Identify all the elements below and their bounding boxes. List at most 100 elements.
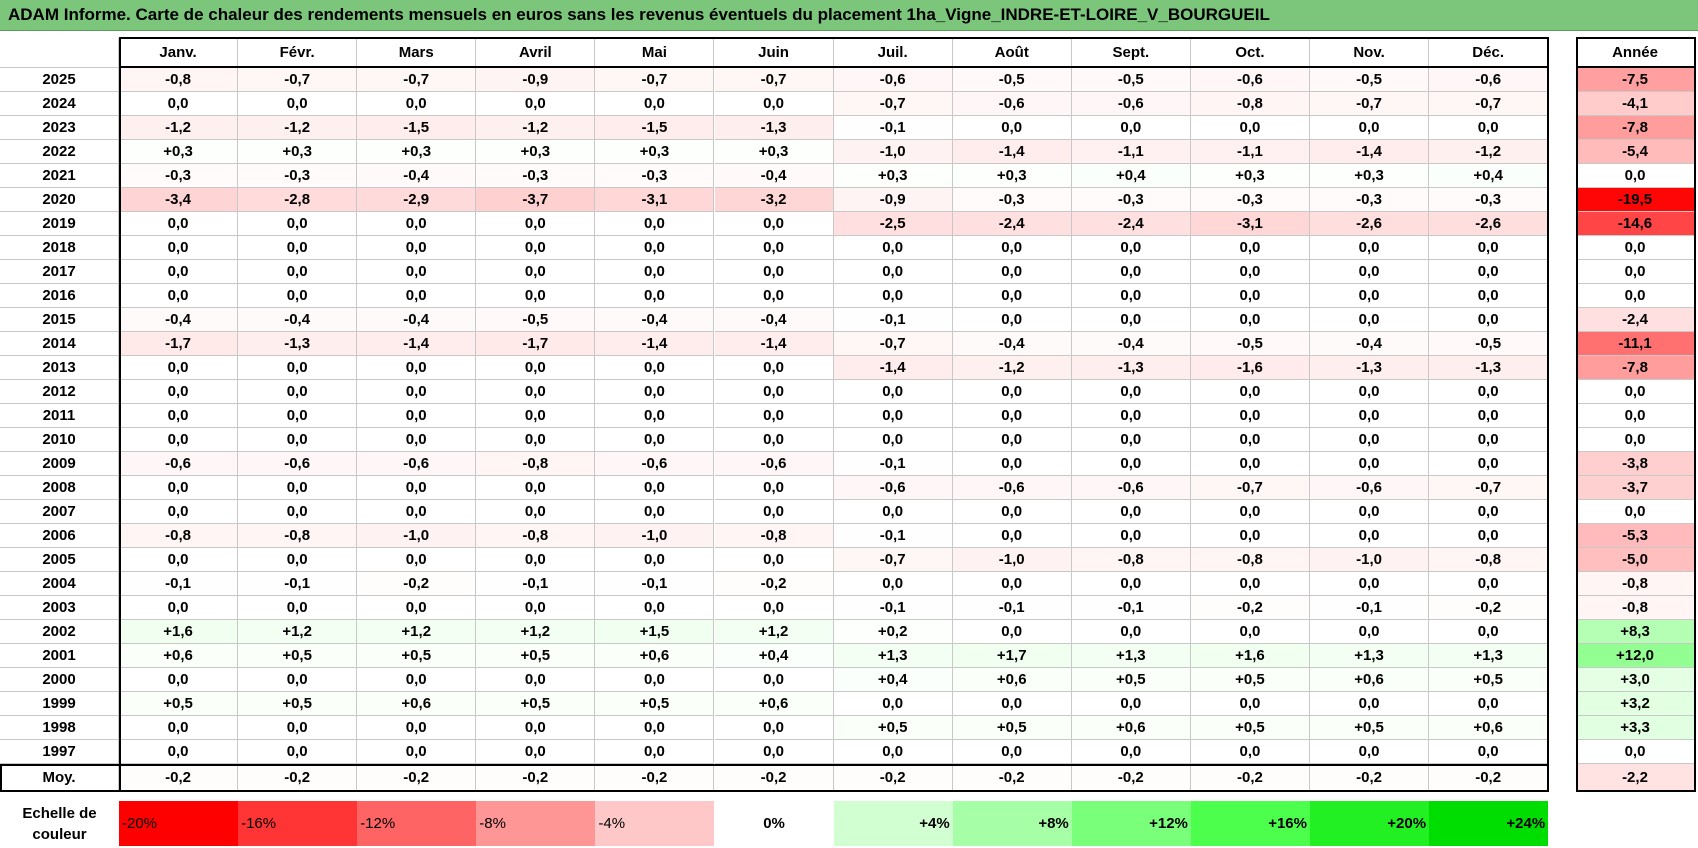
row-total: 0,0 xyxy=(1576,164,1695,188)
row-label: 2013 xyxy=(0,356,119,380)
month-header: Juil. xyxy=(833,38,953,68)
row-cell: 0,0 xyxy=(1429,572,1549,596)
row-cell: -0,4 xyxy=(357,308,477,332)
average-cell: -0,2 xyxy=(1310,764,1430,791)
row-total: -3,7 xyxy=(1576,476,1695,500)
row-cell: 0,0 xyxy=(476,596,596,620)
row-cell: -0,8 xyxy=(476,452,596,476)
row-cell: -0,4 xyxy=(238,308,358,332)
row-cell: +0,5 xyxy=(833,716,953,740)
row-cell: 0,0 xyxy=(238,212,358,236)
row-cell: +1,2 xyxy=(476,620,596,644)
row-cell: +0,5 xyxy=(1071,668,1191,692)
row-cell: -0,4 xyxy=(714,164,834,188)
row-cell: -1,4 xyxy=(952,140,1072,164)
row-label: 2003 xyxy=(0,596,119,620)
row-label: 2020 xyxy=(0,188,119,212)
row-cell: +1,2 xyxy=(238,620,358,644)
row-cell: 0,0 xyxy=(952,524,1072,548)
row-total: 0,0 xyxy=(1576,428,1695,452)
average-cell: -0,2 xyxy=(595,764,715,791)
row-cell: -2,6 xyxy=(1310,212,1430,236)
row-cell: 0,0 xyxy=(1071,452,1191,476)
row-cell: -0,7 xyxy=(595,68,715,92)
row-total: 0,0 xyxy=(1576,380,1695,404)
row-cell: 0,0 xyxy=(1310,500,1430,524)
report-title: ADAM Informe. Carte de chaleur des rende… xyxy=(0,0,1698,31)
row-cell: -0,7 xyxy=(833,548,953,572)
row-cell: -0,7 xyxy=(357,68,477,92)
row-cell: 0,0 xyxy=(357,476,477,500)
row-cell: -0,3 xyxy=(119,164,239,188)
row-cell: -1,3 xyxy=(1310,356,1430,380)
row-cell: +0,6 xyxy=(714,692,834,716)
row-cell: -0,9 xyxy=(476,68,596,92)
row-label: 2022 xyxy=(0,140,119,164)
row-cell: 0,0 xyxy=(1429,404,1549,428)
row-total: +3,2 xyxy=(1576,692,1695,716)
row-cell: 0,0 xyxy=(1071,260,1191,284)
row-cell: +1,7 xyxy=(952,644,1072,668)
row-cell: 0,0 xyxy=(476,212,596,236)
row-cell: -0,2 xyxy=(357,572,477,596)
row-cell: +0,5 xyxy=(595,692,715,716)
row-cell: -0,3 xyxy=(1310,188,1430,212)
row-cell: +0,6 xyxy=(595,644,715,668)
row-cell: 0,0 xyxy=(833,500,953,524)
row-label: 1997 xyxy=(0,740,119,764)
row-cell: 0,0 xyxy=(833,236,953,260)
row-cell: -1,7 xyxy=(476,332,596,356)
row-cell: +0,6 xyxy=(119,644,239,668)
row-cell: -0,1 xyxy=(833,116,953,140)
row-cell: 0,0 xyxy=(238,236,358,260)
row-cell: -0,4 xyxy=(357,164,477,188)
row-cell: 0,0 xyxy=(952,500,1072,524)
row-cell: +1,3 xyxy=(1071,644,1191,668)
row-cell: -0,6 xyxy=(1429,68,1549,92)
row-cell: 0,0 xyxy=(1429,524,1549,548)
row-cell: -0,3 xyxy=(952,188,1072,212)
row-total: -7,8 xyxy=(1576,116,1695,140)
row-cell: 0,0 xyxy=(1310,524,1430,548)
row-cell: +0,3 xyxy=(1310,164,1430,188)
row-cell: 0,0 xyxy=(119,284,239,308)
average-cell: -0,2 xyxy=(952,764,1072,791)
row-cell: 0,0 xyxy=(238,548,358,572)
row-cell: -1,7 xyxy=(119,332,239,356)
row-cell: -1,2 xyxy=(476,116,596,140)
row-cell: -1,5 xyxy=(357,116,477,140)
row-cell: -0,8 xyxy=(238,524,358,548)
scale-step: +16% xyxy=(1190,801,1310,846)
row-total: 0,0 xyxy=(1576,740,1695,764)
row-cell: -0,2 xyxy=(1429,596,1549,620)
row-cell: +0,4 xyxy=(1429,164,1549,188)
row-cell: 0,0 xyxy=(119,548,239,572)
row-cell: 0,0 xyxy=(1071,428,1191,452)
row-cell: 0,0 xyxy=(714,500,834,524)
row-cell: -1,0 xyxy=(357,524,477,548)
row-cell: 0,0 xyxy=(238,596,358,620)
row-cell: -0,6 xyxy=(595,452,715,476)
row-cell: 0,0 xyxy=(595,260,715,284)
row-cell: 0,0 xyxy=(238,740,358,764)
row-cell: +0,3 xyxy=(714,140,834,164)
row-cell: -0,1 xyxy=(595,572,715,596)
row-cell: +0,5 xyxy=(119,692,239,716)
row-cell: -0,1 xyxy=(952,596,1072,620)
row-cell: 0,0 xyxy=(714,740,834,764)
row-label: 2014 xyxy=(0,332,119,356)
row-cell: -0,8 xyxy=(1190,92,1310,116)
scale-step: -12% xyxy=(357,801,477,846)
row-cell: 0,0 xyxy=(714,548,834,572)
row-cell: 0,0 xyxy=(1190,524,1310,548)
row-cell: 0,0 xyxy=(119,716,239,740)
row-cell: 0,0 xyxy=(357,404,477,428)
row-cell: -1,4 xyxy=(714,332,834,356)
row-cell: -0,7 xyxy=(238,68,358,92)
row-cell: +1,3 xyxy=(1310,644,1430,668)
row-cell: -0,5 xyxy=(1071,68,1191,92)
row-cell: +0,5 xyxy=(238,692,358,716)
row-cell: 0,0 xyxy=(952,308,1072,332)
row-cell: 0,0 xyxy=(1310,428,1430,452)
row-cell: 0,0 xyxy=(1310,404,1430,428)
